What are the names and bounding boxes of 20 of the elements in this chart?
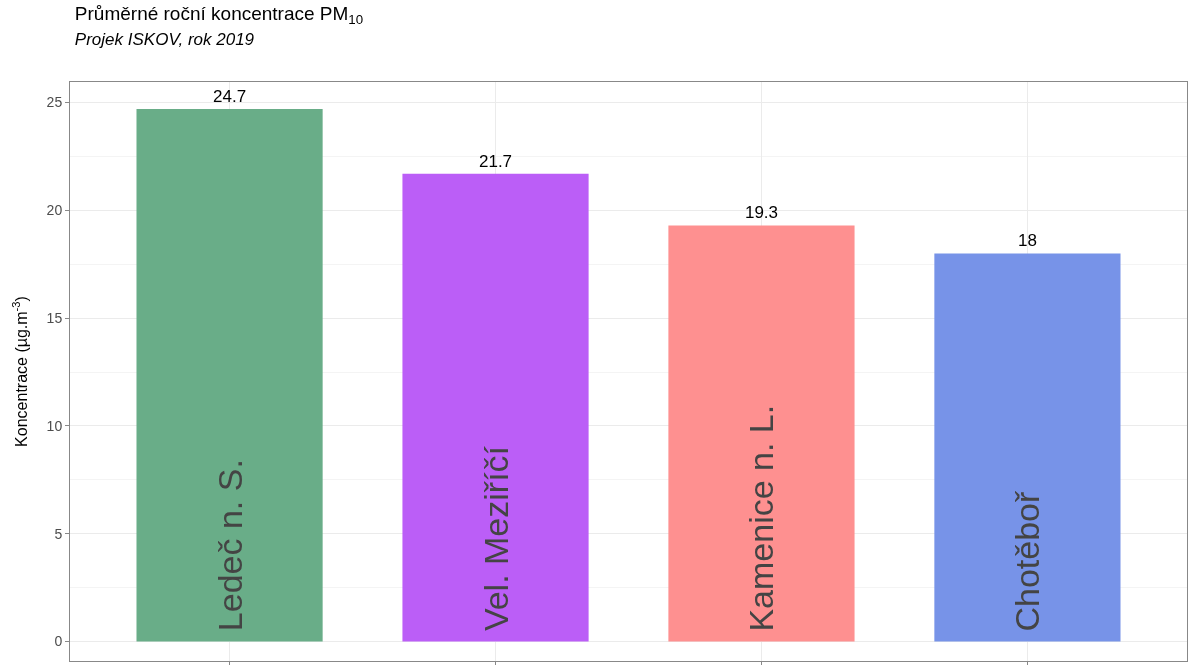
x-tick-label: Kamenice n. L. bbox=[742, 404, 781, 632]
bar bbox=[136, 108, 323, 642]
y-tick-label: 20 bbox=[46, 202, 63, 219]
x-tick-label: Vel. Meziříčí bbox=[476, 445, 515, 632]
data-label: 21.7 bbox=[478, 151, 513, 171]
data-label: 19.3 bbox=[744, 203, 779, 223]
data-label: 18 bbox=[1017, 231, 1037, 251]
y-tick-label: 15 bbox=[46, 310, 63, 327]
data-label: 24.7 bbox=[213, 86, 247, 106]
x-tick-label: Ledeč n. S. bbox=[210, 459, 249, 632]
y-tick-label: 5 bbox=[54, 525, 63, 542]
y-tick-label: 10 bbox=[46, 417, 63, 434]
bar bbox=[934, 253, 1121, 642]
bar bbox=[402, 173, 589, 642]
bar bbox=[668, 225, 855, 642]
y-tick-label: 0 bbox=[54, 633, 63, 650]
y-tick-label: 25 bbox=[46, 94, 63, 111]
chart-title: Průměrné roční koncentrace PM$_{10}$ bbox=[74, 2, 364, 27]
chart-subtitle: Projek ISKOV, rok 2019 bbox=[74, 29, 255, 49]
x-tick-label: Chotěboř bbox=[1008, 490, 1047, 632]
